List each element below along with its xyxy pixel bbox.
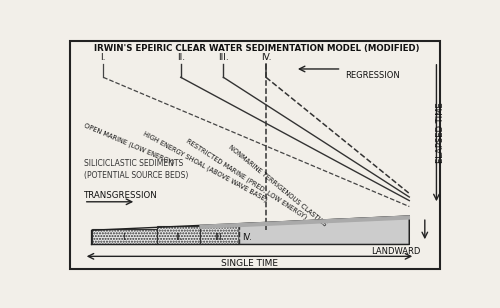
Bar <box>158 226 200 245</box>
Text: REGRESSION: REGRESSION <box>346 71 400 80</box>
Bar <box>200 225 239 245</box>
Text: III.: III. <box>214 233 224 242</box>
Text: IV.: IV. <box>242 233 252 242</box>
Text: II.: II. <box>176 53 185 62</box>
Text: II.: II. <box>175 233 182 242</box>
Text: RESTRICTED MARINE (PRED. LOW ENERGY): RESTRICTED MARINE (PRED. LOW ENERGY) <box>184 137 308 220</box>
Text: I.: I. <box>100 53 106 62</box>
Text: HIGH ENERGY SHOAL (ABOVE WAVE BASE): HIGH ENERGY SHOAL (ABOVE WAVE BASE) <box>142 130 268 203</box>
Text: SILICICLASTIC SEDIMENTS
(POTENTIAL SOURCE BEDS): SILICICLASTIC SEDIMENTS (POTENTIAL SOURC… <box>84 159 188 180</box>
Text: LANDWARD: LANDWARD <box>372 247 421 256</box>
Text: ELAPSED TIME: ELAPSED TIME <box>436 103 445 163</box>
Text: OPEN MARINE (LOW ENERGY): OPEN MARINE (LOW ENERGY) <box>82 122 174 166</box>
Text: I.: I. <box>122 233 127 242</box>
Polygon shape <box>239 216 410 245</box>
Text: NONMARINE TERRIGENOUS CLASTICS: NONMARINE TERRIGENOUS CLASTICS <box>227 144 328 227</box>
Text: III.: III. <box>218 53 228 62</box>
FancyBboxPatch shape <box>70 41 440 270</box>
Polygon shape <box>200 216 410 228</box>
Text: IRWIN'S EPEIRIC CLEAR WATER SEDIMENTATION MODEL (MODIFIED): IRWIN'S EPEIRIC CLEAR WATER SEDIMENTATIO… <box>94 44 419 53</box>
Text: IV.: IV. <box>260 53 271 62</box>
Bar <box>92 229 158 245</box>
Text: TRANSGRESSION: TRANSGRESSION <box>84 191 158 201</box>
Text: SINGLE TIME: SINGLE TIME <box>221 259 278 268</box>
